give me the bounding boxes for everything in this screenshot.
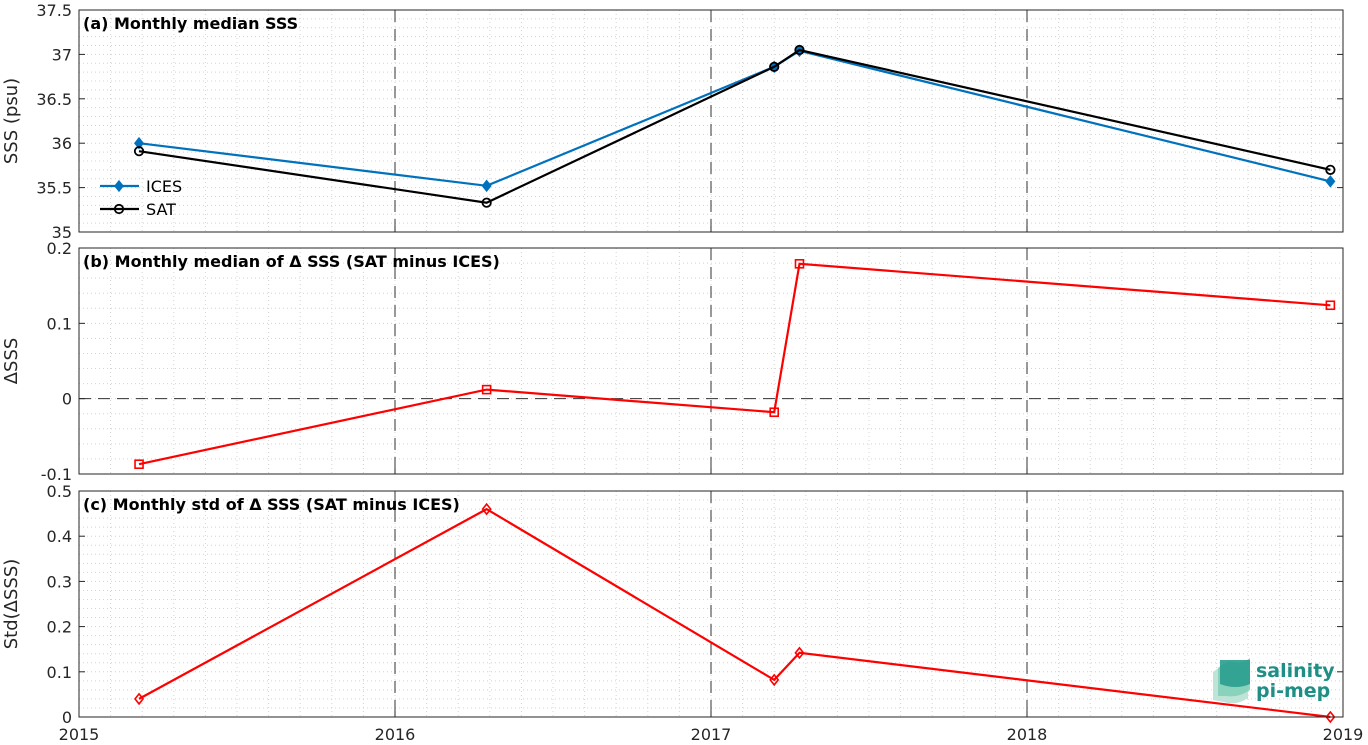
y-tick-label: 37 — [52, 45, 72, 64]
y-tick-label: 35 — [52, 223, 72, 242]
data-point — [794, 44, 805, 56]
data-point — [134, 136, 145, 150]
y-axis-label: Std(ΔSSS) — [1, 559, 22, 650]
data-point — [794, 646, 805, 660]
salinity-wave-icon — [1213, 658, 1250, 704]
y-tick-label: 36.5 — [36, 90, 72, 109]
y-tick-label: 0.5 — [47, 482, 72, 501]
y-tick-label: 0.3 — [47, 572, 72, 591]
data-point — [1325, 175, 1336, 188]
y-tick-label: 0.1 — [47, 663, 72, 682]
x-tick-label: 2016 — [375, 725, 416, 744]
x-tick-label: 2018 — [1007, 725, 1048, 744]
data-point — [1325, 710, 1336, 724]
data-point — [481, 179, 492, 193]
legend-marker — [113, 203, 125, 215]
data-point — [134, 692, 145, 706]
logo-line1: salinity — [1256, 660, 1335, 682]
y-tick-label: 0.2 — [47, 239, 72, 258]
y-tick-label: 37.5 — [36, 1, 72, 20]
legend-label: ICES — [146, 177, 182, 196]
data-point — [769, 61, 780, 72]
data-point — [133, 146, 145, 157]
data-point — [769, 407, 780, 418]
y-tick-label: 36 — [52, 134, 72, 153]
logo: salinity pi-mep — [1213, 658, 1335, 704]
data-point — [481, 384, 492, 395]
legend: ICES SAT — [100, 177, 182, 219]
legend-label: SAT — [146, 200, 176, 219]
logo-line2: pi-mep — [1256, 680, 1330, 702]
series-line — [138, 262, 1331, 466]
data-point — [1325, 164, 1336, 175]
y-tick-label: 0 — [62, 390, 72, 409]
data-point — [769, 673, 780, 687]
x-tick-label: 2015 — [59, 725, 100, 744]
series-line — [138, 507, 1331, 719]
series-line — [138, 48, 1331, 204]
y-axis-label: SSS (psu) — [1, 78, 22, 164]
panel-title: (a) Monthly median SSS — [83, 14, 298, 33]
y-axis-label: ΔSSS — [1, 338, 22, 385]
y-tick-label: 0.1 — [47, 314, 72, 333]
data-point — [794, 259, 805, 269]
legend-marker — [114, 179, 124, 193]
data-point — [481, 197, 492, 208]
y-tick-label: -0.1 — [41, 465, 72, 484]
data-point — [134, 459, 144, 470]
panel-a: 35 35.5 36 36.5 37 37.5 SSS (psu) (a) Monthly m… — [1, 1, 1344, 242]
data-point — [1325, 300, 1336, 311]
panel-c: 0 0.1 0.2 0.3 0.4 0.5 2015 2016 2017 2018 2019 Std(… — [1, 482, 1363, 744]
panel-title: (b) Monthly median of Δ SSS (SAT minus I… — [83, 252, 500, 271]
y-tick-label: 0 — [62, 708, 72, 727]
x-tick-label: 2019 — [1323, 725, 1364, 744]
y-tick-label: 0.2 — [47, 618, 72, 637]
data-point — [481, 502, 492, 516]
y-tick-label: 35.5 — [36, 179, 72, 198]
panel-title: (c) Monthly std of Δ SSS (SAT minus ICES… — [83, 495, 460, 514]
panel-b: -0.1 0 0.1 0.2 ΔSSS (b) Monthly median of Δ S… — [1, 239, 1344, 484]
y-tick-label: 0.4 — [47, 527, 72, 546]
x-tick-label: 2017 — [691, 725, 732, 744]
